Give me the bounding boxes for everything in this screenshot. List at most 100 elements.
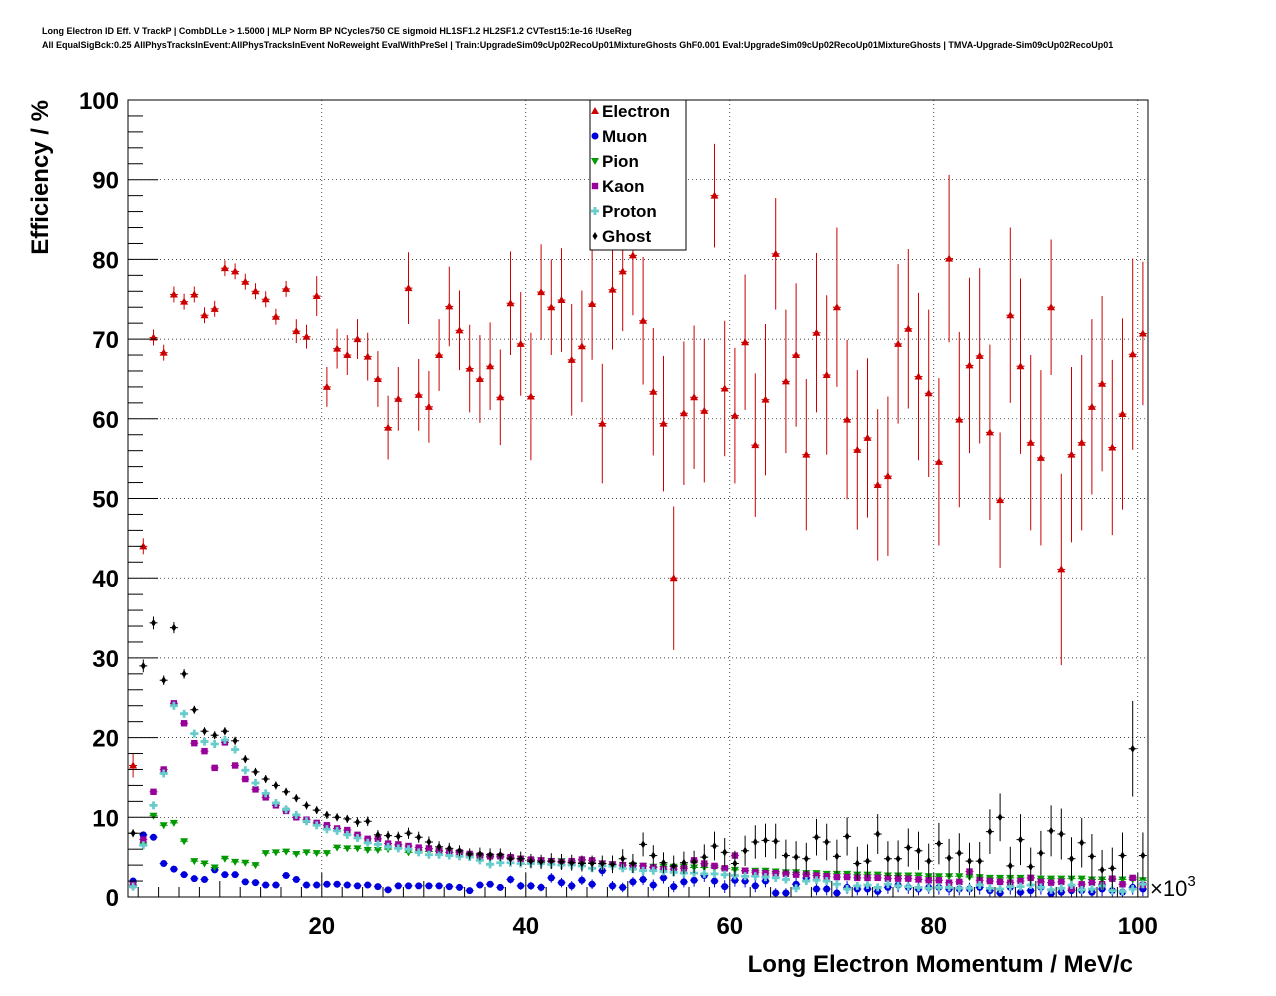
data-point [210,864,219,872]
data-point [720,880,729,894]
data-point [914,876,923,883]
marker-cross [414,848,423,857]
marker-circle [619,883,627,891]
data-point [435,850,444,859]
data-point [1067,366,1076,543]
series-muon [129,831,1147,898]
marker-square [772,869,779,877]
marker-cross [761,873,770,882]
series-pion [129,812,1147,890]
data-point [741,874,750,888]
data-point [220,855,229,863]
marker-triangle-up [822,370,831,378]
marker-diamond [1140,851,1146,860]
marker-cross [1016,882,1025,891]
marker-diamond [589,859,595,868]
data-point [547,259,556,356]
data-point [700,869,709,878]
marker-diamond [283,787,289,796]
data-point [435,882,444,890]
marker-cross [384,842,393,851]
data-point [894,881,903,890]
marker-square [231,762,239,769]
legend-box [589,99,687,251]
data-point [271,849,280,857]
marker-diamond [1130,744,1136,753]
marker-triangle-down [353,845,362,853]
marker-triangle-up [220,264,229,272]
marker-circle [180,871,188,879]
data-point [1077,355,1086,531]
marker-cross [333,826,342,835]
marker-triangle-up [965,361,974,369]
marker-triangle-up [934,457,943,465]
data-point [1016,886,1025,897]
data-point [690,850,699,874]
marker-triangle-down [261,850,270,858]
data-point [567,304,576,416]
marker-triangle-down [190,858,199,866]
marker-triangle-down [271,849,280,857]
marker-square [935,877,943,884]
data-point [475,847,484,861]
marker-triangle-down [149,812,158,820]
marker-cross [159,769,168,778]
data-point [424,370,433,443]
data-point [832,888,841,897]
marker-diamond [242,755,248,764]
marker-cross [1006,882,1015,891]
data-point [1016,814,1025,866]
marker-square [1047,879,1055,886]
marker-square [1088,879,1096,886]
data-point [843,339,852,500]
marker-square [415,844,422,851]
marker-diamond [559,857,564,866]
marker-triangle-up [557,296,566,304]
marker-triangle-down [591,158,599,165]
x-tick-label: 100 [1118,913,1158,940]
marker-cross [1067,881,1076,890]
marker-cross [200,737,209,746]
data-point [975,842,984,881]
marker-triangle-down [200,860,209,868]
data-point [873,814,882,854]
data-point [139,841,148,850]
marker-square [945,879,953,886]
marker-circle [527,882,535,890]
data-point [996,432,1005,568]
data-point [169,865,178,873]
data-point [822,295,831,455]
marker-cross [129,882,138,891]
data-point [333,813,342,822]
data-point [322,825,331,834]
data-point [129,882,138,891]
marker-diamond [599,859,605,868]
marker-triangle-up [475,374,484,382]
marker-diamond [844,832,850,841]
marker-cross [282,805,291,814]
data-point [1098,849,1107,890]
marker-triangle-up [139,542,148,550]
marker-cross [496,858,505,867]
y-tick-label: 20 [92,726,119,753]
data-point [598,855,607,872]
marker-triangle-up [853,445,862,453]
marker-circle [405,882,412,890]
series-ghost [129,616,1147,890]
data-point [904,828,913,867]
marker-triangle-up [577,342,586,350]
x-tick-label: 40 [512,913,539,940]
marker-circle [354,882,361,890]
data-point [1118,887,1127,896]
data-point [771,888,780,897]
marker-circle [343,881,351,889]
data-point [282,848,291,856]
data-point [159,344,168,361]
data-point [251,786,260,793]
marker-triangle-down [169,819,178,827]
data-point [394,366,403,431]
marker-triangle-up [792,351,801,359]
data-point [924,884,933,893]
marker-triangle-up [363,352,372,360]
marker-cross [373,840,382,849]
